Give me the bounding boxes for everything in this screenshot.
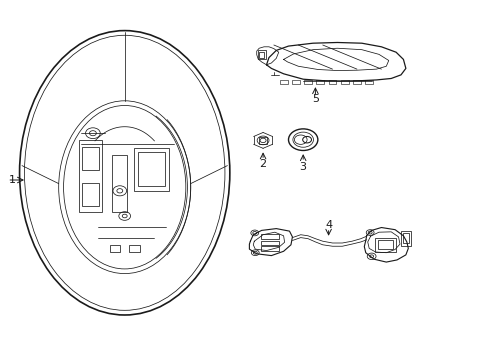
- Text: 3: 3: [299, 162, 306, 172]
- Text: 2: 2: [259, 159, 266, 169]
- Bar: [260, 241, 279, 246]
- Bar: [112, 155, 127, 212]
- Bar: [260, 247, 279, 251]
- Bar: [328, 80, 336, 85]
- Bar: [365, 80, 372, 85]
- Bar: [402, 233, 408, 243]
- Bar: [81, 147, 99, 170]
- Bar: [257, 50, 265, 59]
- Bar: [260, 234, 279, 239]
- Text: 1: 1: [9, 175, 16, 185]
- Bar: [352, 80, 360, 85]
- Bar: [340, 80, 348, 85]
- Bar: [400, 231, 410, 246]
- Bar: [138, 152, 164, 186]
- Bar: [316, 80, 324, 85]
- Text: 4: 4: [325, 220, 331, 230]
- Bar: [304, 80, 311, 85]
- Bar: [134, 148, 168, 191]
- Bar: [109, 245, 120, 252]
- Bar: [279, 80, 287, 85]
- Text: 5: 5: [311, 94, 318, 104]
- Bar: [291, 80, 299, 85]
- Bar: [377, 240, 392, 249]
- Bar: [374, 238, 395, 252]
- Bar: [129, 245, 140, 252]
- Bar: [259, 52, 264, 58]
- Bar: [79, 140, 102, 212]
- Bar: [258, 137, 267, 144]
- Bar: [81, 183, 99, 206]
